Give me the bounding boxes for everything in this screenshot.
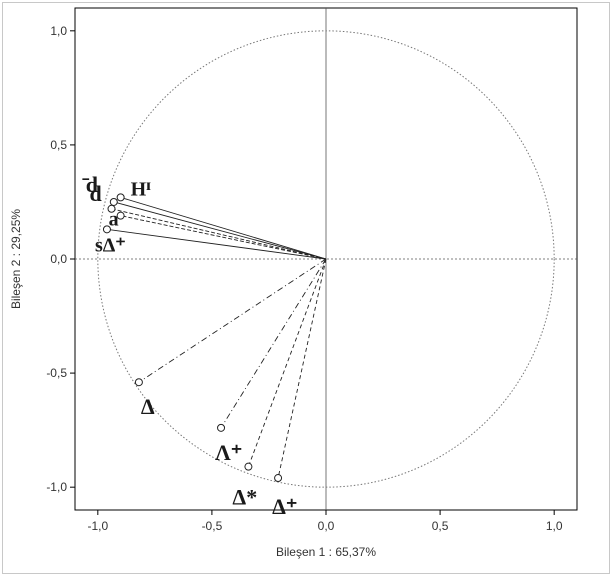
variable-label: Δ⁺	[272, 494, 297, 519]
x-tick-label: 1,0	[546, 519, 563, 533]
loading-point	[134, 378, 143, 387]
variable-label: Δ	[141, 394, 155, 419]
variable-label: ̄d	[82, 172, 98, 197]
chart-frame	[2, 2, 610, 574]
variable-label: d	[90, 181, 102, 206]
loading-point	[116, 193, 125, 202]
y-tick-label: 0,0	[50, 252, 67, 266]
loading-point	[116, 211, 125, 220]
y-tick-label: -0,5	[46, 366, 67, 380]
loading-point	[102, 225, 111, 234]
loading-vector	[247, 258, 327, 467]
loading-vector	[113, 201, 327, 260]
variable-label: Hᴵ	[131, 178, 152, 200]
loading-vector	[120, 196, 327, 260]
unit-circle	[97, 30, 555, 488]
x-tick-label: -0,5	[202, 519, 223, 533]
loading-point	[274, 474, 283, 483]
loading-vector	[120, 215, 327, 260]
loading-vector	[111, 208, 327, 260]
variable-label: Δ*	[232, 485, 257, 510]
loading-point	[109, 197, 118, 206]
variable-label: Λ⁺	[215, 440, 242, 465]
y-tick-label: -1,0	[46, 480, 67, 494]
variable-label: sΔ⁺	[95, 234, 126, 256]
loading-point	[217, 423, 226, 432]
loading-vector	[220, 258, 327, 429]
variable-label: a	[109, 209, 119, 231]
loading-point	[107, 204, 116, 213]
y-tick-label: 0,5	[50, 138, 67, 152]
x-tick-label: 0,0	[318, 519, 335, 533]
loading-point	[244, 462, 253, 471]
loading-vector	[277, 258, 327, 479]
x-tick-label: -1,0	[87, 519, 108, 533]
loading-vector	[106, 228, 327, 260]
loading-vector	[138, 258, 327, 383]
x-tick-label: 0,5	[432, 519, 449, 533]
x-axis-label: Bileşen 1 : 65,37%	[276, 545, 376, 559]
y-tick-label: 1,0	[50, 24, 67, 38]
y-axis-label: Bileşen 2 : 29,25%	[9, 209, 23, 309]
